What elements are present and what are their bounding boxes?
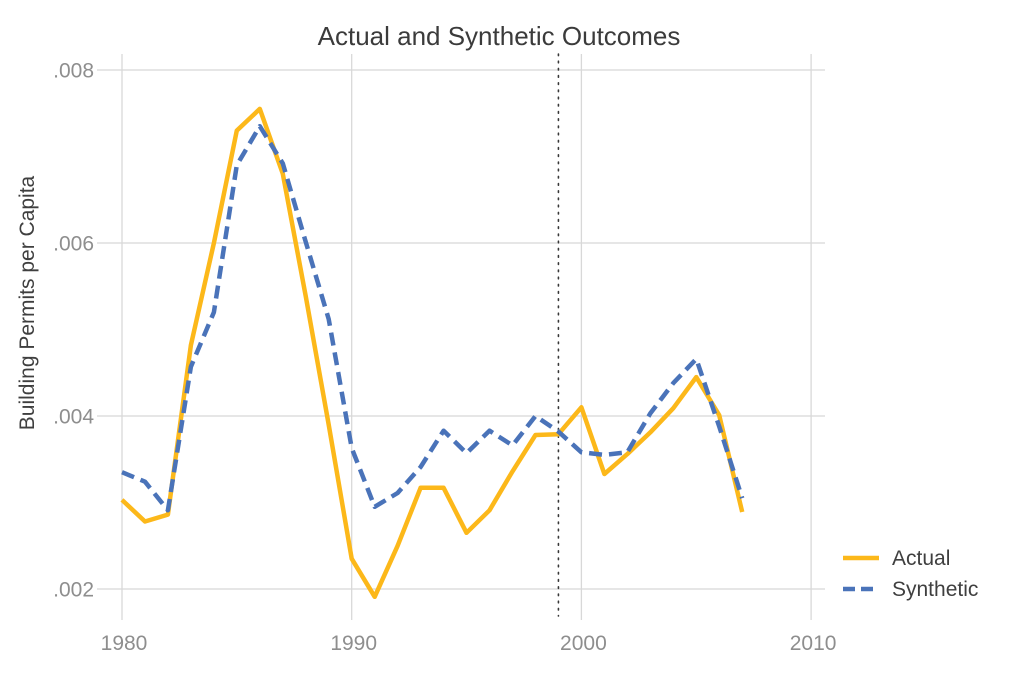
series-line-synthetic — [121, 123, 745, 513]
legend-label-actual: Actual — [892, 547, 950, 570]
y-tick-label: .002 — [53, 579, 94, 602]
chart-title: Actual and Synthetic Outcomes — [318, 21, 681, 51]
legend: Actual Synthetic — [843, 547, 978, 601]
y-tick-label: .006 — [53, 233, 94, 256]
x-tick-label: 1990 — [330, 632, 377, 655]
series-line-actual — [120, 106, 745, 600]
x-tick-label: 2000 — [560, 632, 607, 655]
series-layer — [120, 53, 745, 617]
y-axis-label: Building Permits per Capita — [16, 175, 39, 430]
y-tick-label: .004 — [53, 406, 94, 429]
x-tick-label: 2010 — [790, 632, 837, 655]
grid-layer: .002 .004 .006 .008 1980 1990 2000 2010 — [53, 54, 836, 655]
y-tick-label: .008 — [53, 60, 94, 83]
legend-label-synthetic: Synthetic — [892, 578, 978, 601]
x-tick-label: 1980 — [101, 632, 148, 655]
